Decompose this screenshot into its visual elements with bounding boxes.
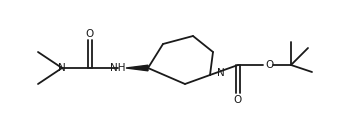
Text: NH: NH — [110, 63, 126, 73]
Text: O: O — [265, 60, 273, 70]
Polygon shape — [126, 65, 148, 71]
Text: O: O — [234, 95, 242, 105]
Text: N: N — [217, 68, 225, 78]
Text: N: N — [58, 63, 66, 73]
Text: O: O — [86, 29, 94, 39]
